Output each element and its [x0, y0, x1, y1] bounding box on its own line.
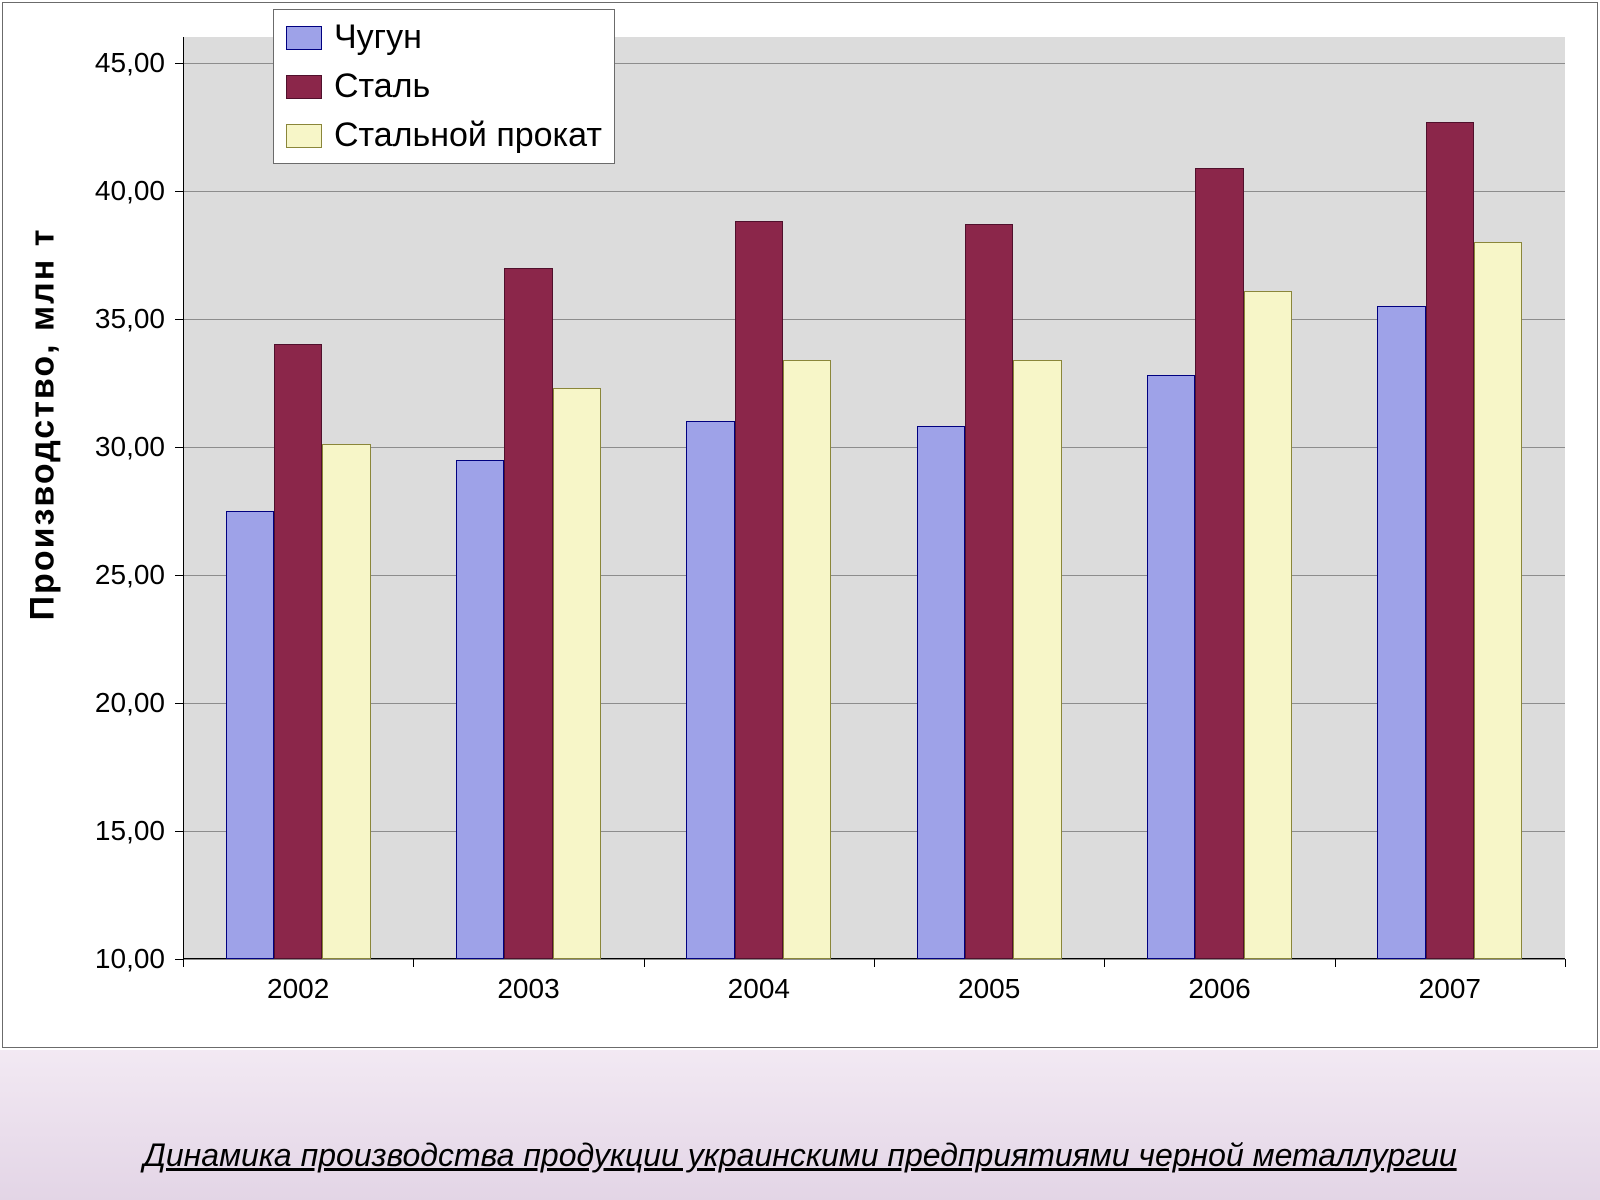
x-tick-label: 2006 [1188, 973, 1250, 1005]
bar [553, 388, 601, 959]
legend-label: Стальной прокат [334, 116, 602, 155]
chart-container: Производство, млн т 10,0015,0020,0025,00… [2, 2, 1598, 1048]
x-tick-label: 2003 [497, 973, 559, 1005]
x-tick [413, 959, 414, 967]
y-tick [175, 703, 183, 704]
legend-item: Чугун [286, 18, 602, 57]
legend: Чугун Сталь Стальной прокат [273, 9, 615, 164]
x-tick [1104, 959, 1105, 967]
legend-item: Сталь [286, 67, 602, 106]
bar [686, 421, 734, 959]
y-tick [175, 575, 183, 576]
bar [1147, 375, 1195, 959]
gridline [183, 831, 1565, 832]
x-tick [1335, 959, 1336, 967]
legend-item: Стальной прокат [286, 116, 602, 155]
bar [274, 344, 322, 959]
x-tick [874, 959, 875, 967]
gridline [183, 191, 1565, 192]
y-tick-label: 45,00 [45, 47, 165, 79]
x-tick-label: 2004 [728, 973, 790, 1005]
bar [1474, 242, 1522, 959]
y-tick [175, 831, 183, 832]
legend-label: Сталь [334, 67, 430, 106]
bar [735, 221, 783, 959]
y-axis-line [183, 37, 184, 959]
caption-text: Динамика производства продукции украинск… [143, 1137, 1456, 1174]
bar [226, 511, 274, 959]
bar [783, 360, 831, 959]
bar [917, 426, 965, 959]
legend-label: Чугун [334, 18, 422, 57]
y-tick-label: 20,00 [45, 687, 165, 719]
gridline [183, 447, 1565, 448]
x-tick [644, 959, 645, 967]
page: Производство, млн т 10,0015,0020,0025,00… [0, 0, 1600, 1200]
y-tick-label: 25,00 [45, 559, 165, 591]
bar [322, 444, 370, 959]
legend-swatch [286, 75, 322, 99]
legend-swatch [286, 124, 322, 148]
y-tick [175, 447, 183, 448]
gridline [183, 703, 1565, 704]
caption-bar: Динамика производства продукции украинск… [0, 1050, 1600, 1200]
y-tick [175, 959, 183, 960]
bar [1195, 168, 1243, 959]
y-tick [175, 319, 183, 320]
bar [456, 460, 504, 959]
plot-area: 10,0015,0020,0025,0030,0035,0040,0045,00… [183, 37, 1565, 959]
x-tick-label: 2005 [958, 973, 1020, 1005]
y-tick-label: 10,00 [45, 943, 165, 975]
bar [504, 268, 552, 960]
y-tick-label: 40,00 [45, 175, 165, 207]
y-tick-label: 30,00 [45, 431, 165, 463]
y-tick-label: 15,00 [45, 815, 165, 847]
gridline [183, 575, 1565, 576]
bar [1426, 122, 1474, 959]
y-tick-label: 35,00 [45, 303, 165, 335]
y-tick [175, 191, 183, 192]
bar [965, 224, 1013, 959]
bar [1377, 306, 1425, 959]
legend-swatch [286, 26, 322, 50]
bar [1244, 291, 1292, 959]
x-tick-label: 2007 [1419, 973, 1481, 1005]
x-tick [1565, 959, 1566, 967]
x-tick [183, 959, 184, 967]
x-tick-label: 2002 [267, 973, 329, 1005]
y-tick [175, 63, 183, 64]
bar [1013, 360, 1061, 959]
plot-background [183, 37, 1565, 959]
gridline [183, 319, 1565, 320]
